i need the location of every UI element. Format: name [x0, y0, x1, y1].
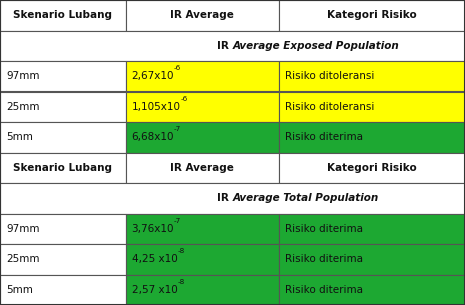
Bar	[0, 122, 126, 152]
Bar	[126, 152, 279, 183]
Bar	[0, 274, 126, 305]
Bar	[0, 183, 465, 214]
Text: Risiko diterima: Risiko diterima	[285, 224, 363, 234]
Bar	[279, 122, 465, 152]
Text: -8: -8	[177, 248, 185, 254]
Text: 2,57 x10: 2,57 x10	[132, 285, 177, 295]
Text: IR Average: IR Average	[170, 10, 234, 20]
Text: 25mm: 25mm	[6, 102, 40, 112]
Text: -6: -6	[174, 65, 181, 71]
Text: 4,25 x10: 4,25 x10	[132, 254, 177, 264]
Text: Average Exposed Population: Average Exposed Population	[232, 41, 399, 51]
Bar	[279, 214, 465, 244]
Bar	[0, 92, 126, 122]
Bar	[126, 61, 279, 92]
Text: Skenario Lubang: Skenario Lubang	[13, 163, 112, 173]
Bar	[0, 61, 126, 92]
Text: Risiko diterima: Risiko diterima	[285, 254, 363, 264]
Bar	[279, 92, 465, 122]
Text: -7: -7	[174, 126, 181, 132]
Bar	[279, 244, 465, 274]
Text: 6,68x10: 6,68x10	[132, 132, 174, 142]
Bar	[126, 92, 279, 122]
Text: Risiko diterima: Risiko diterima	[285, 285, 363, 295]
Bar	[126, 274, 279, 305]
Bar	[0, 214, 126, 244]
Text: 2,67x10: 2,67x10	[132, 71, 174, 81]
Bar	[126, 214, 279, 244]
Text: 97mm: 97mm	[6, 224, 40, 234]
Bar	[126, 122, 279, 152]
Text: Risiko ditoleransi: Risiko ditoleransi	[285, 102, 374, 112]
Text: 25mm: 25mm	[6, 254, 40, 264]
Text: Risiko ditoleransi: Risiko ditoleransi	[285, 71, 374, 81]
Text: Risiko diterima: Risiko diterima	[285, 132, 363, 142]
Bar	[279, 152, 465, 183]
Bar	[126, 0, 279, 30]
Text: -6: -6	[180, 95, 188, 102]
Text: Kategori Risiko: Kategori Risiko	[327, 163, 417, 173]
Text: 3,76x10: 3,76x10	[132, 224, 174, 234]
Bar	[279, 274, 465, 305]
Text: -8: -8	[177, 278, 185, 285]
Text: Average Total Population: Average Total Population	[232, 193, 379, 203]
Bar	[0, 0, 126, 30]
Text: 97mm: 97mm	[6, 71, 40, 81]
Bar	[279, 61, 465, 92]
Text: 5mm: 5mm	[6, 285, 33, 295]
Bar	[126, 244, 279, 274]
Bar	[279, 0, 465, 30]
Text: 1,105x10: 1,105x10	[132, 102, 180, 112]
Bar	[0, 30, 465, 61]
Text: -7: -7	[174, 217, 181, 224]
Text: IR: IR	[217, 41, 232, 51]
Bar	[0, 244, 126, 274]
Text: Kategori Risiko: Kategori Risiko	[327, 10, 417, 20]
Text: IR Average: IR Average	[170, 163, 234, 173]
Text: IR: IR	[217, 193, 232, 203]
Text: 5mm: 5mm	[6, 132, 33, 142]
Bar	[0, 152, 126, 183]
Text: Skenario Lubang: Skenario Lubang	[13, 10, 112, 20]
